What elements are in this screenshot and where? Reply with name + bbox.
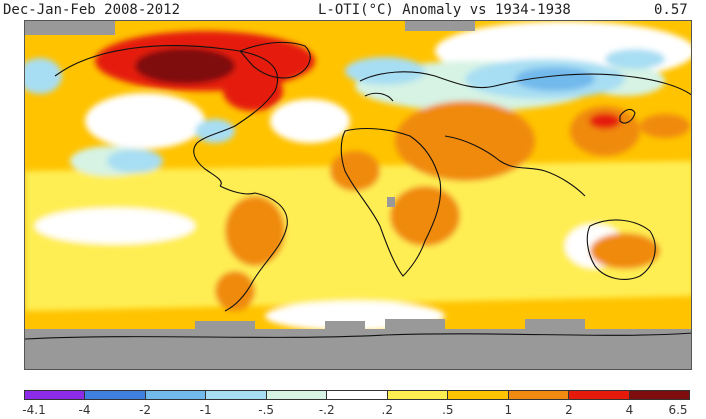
legend-tick-label: -2 — [139, 403, 152, 417]
tropical-weak-warm-band — [25, 161, 691, 311]
legend-tick-label: 1 — [504, 403, 513, 417]
legend-swatch — [25, 391, 86, 399]
legend-swatch — [569, 391, 630, 399]
legend-tick-label: -4.1 — [22, 403, 46, 417]
legend-tick-label: .5 — [442, 403, 454, 417]
map-title-metric: L-OTI(°C) Anomaly vs 1934-1938 — [318, 2, 571, 18]
sahara-warm — [330, 151, 380, 191]
eurasia-north-coast — [359, 71, 691, 96]
legend-tick-label: 6.5 — [668, 403, 688, 417]
canada-extreme-hot — [135, 48, 235, 84]
legend-tick-label: -4 — [78, 403, 91, 417]
east-asia-warm — [570, 106, 640, 156]
legend-tick-label: .2 — [381, 403, 393, 417]
australia-warm — [590, 233, 660, 269]
legend-swatch — [85, 391, 146, 399]
legend-swatch — [145, 391, 207, 399]
patagonia-warm — [215, 271, 255, 311]
coastlines — [25, 41, 691, 340]
south-america-warm — [225, 196, 285, 266]
missing-data-central-africa — [387, 197, 395, 207]
legend-tick-label: -.2 — [318, 403, 335, 417]
north-pacific-neutral — [85, 93, 205, 149]
anomaly-map — [24, 20, 692, 370]
missing-data-arctic-central — [405, 21, 475, 31]
legend-swatch — [387, 391, 449, 399]
europe-coast — [364, 92, 394, 102]
legend-tick-label: 2 — [565, 403, 573, 417]
legend-swatch — [206, 391, 267, 399]
anomaly-map-canvas — [25, 21, 691, 369]
legend-swatch — [266, 391, 328, 399]
legend-swatch — [448, 391, 509, 399]
japan-coast — [619, 108, 636, 124]
missing-data-antarctica — [25, 329, 691, 369]
color-legend — [24, 390, 690, 400]
legend-swatch — [508, 391, 570, 399]
hudson-hot — [223, 71, 283, 111]
legend-swatch — [629, 391, 689, 399]
north-america-coast — [54, 45, 279, 187]
australia-coast — [586, 219, 656, 280]
south-asia-coast — [444, 135, 586, 197]
antarctica-coast — [25, 332, 691, 340]
anomaly-field — [25, 21, 691, 331]
korea-hot — [589, 113, 621, 129]
greenland-coast — [239, 41, 311, 79]
missing-data-arctic-west — [25, 21, 115, 35]
north-atlantic-neutral — [270, 99, 350, 143]
east-pacific-neutral — [35, 208, 195, 244]
missing-data-antarctic-coast — [195, 319, 585, 329]
global-mean-value: 0.57 — [654, 2, 688, 18]
alaska-cool — [25, 58, 62, 94]
legend-tick-label: 4 — [625, 403, 634, 417]
central-siberia-cold — [515, 67, 595, 91]
east-africa-warm — [390, 186, 460, 246]
north-pacific-warm — [640, 114, 690, 138]
legend-swatch — [327, 391, 388, 399]
map-title-period: Dec-Jan-Feb 2008-2012 — [3, 2, 181, 18]
kamchatka-cool — [605, 49, 665, 69]
africa-coast — [340, 127, 442, 277]
scandinavia-cool — [345, 57, 425, 85]
legend-tick-label: -1 — [199, 403, 212, 417]
legend-tick-label: -.5 — [258, 403, 275, 417]
subtropical-pacific-cool — [107, 149, 163, 173]
south-america-coast — [219, 185, 288, 312]
southeast-us-cool — [195, 119, 235, 143]
